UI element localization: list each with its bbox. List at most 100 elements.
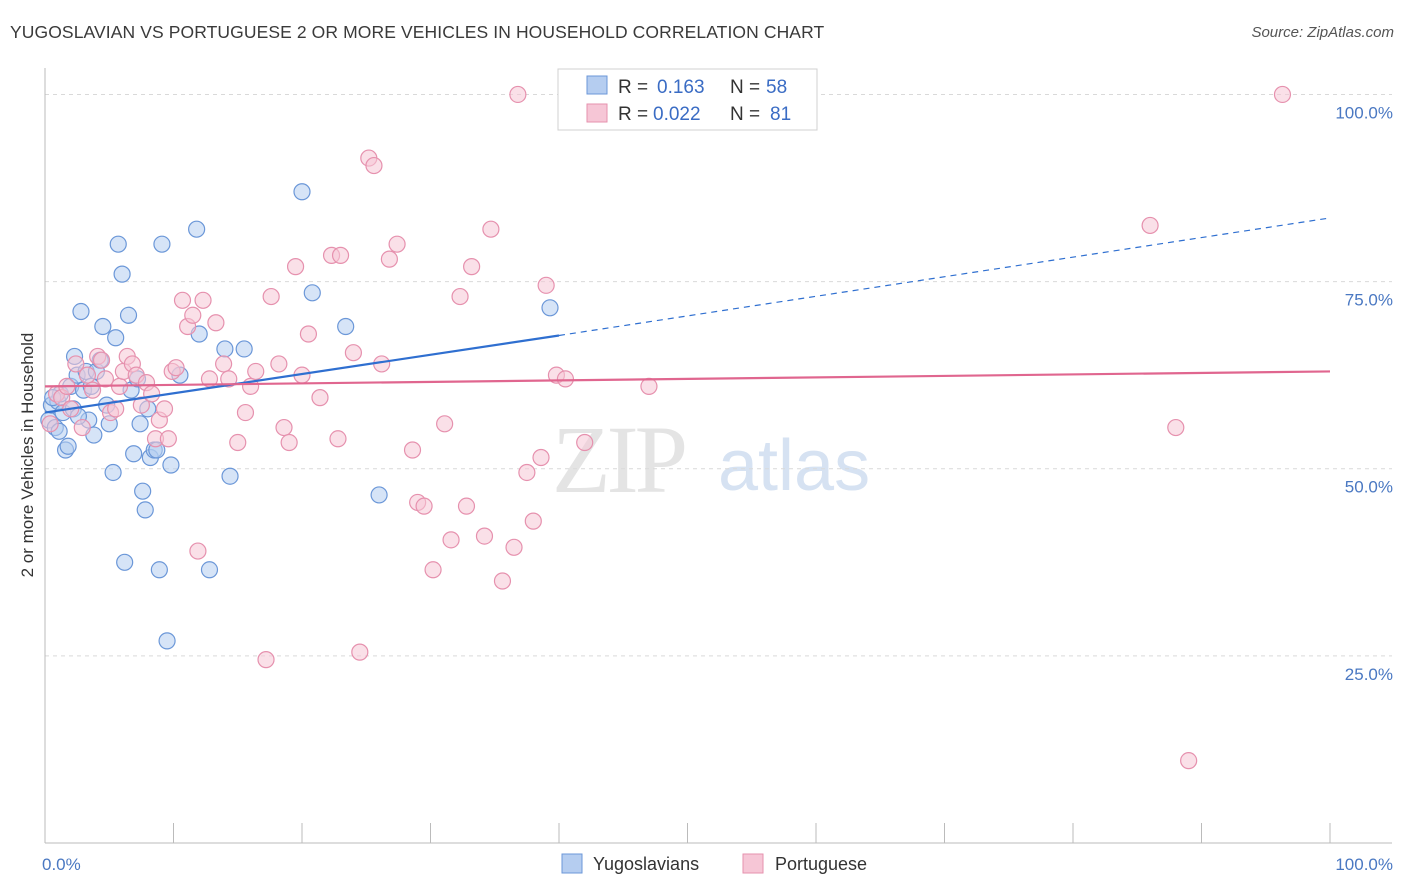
legend-r-label-2: R = xyxy=(618,104,648,125)
legend-r-label-1: R = xyxy=(618,77,648,98)
point-portuguese xyxy=(83,381,102,399)
point-yugoslavians xyxy=(188,220,206,238)
point-yugoslavians xyxy=(134,482,152,500)
bottom-legend-yugoslavians: Yugoslavians xyxy=(593,854,699,874)
legend-swatch-yugoslavians xyxy=(586,75,608,95)
point-portuguese xyxy=(67,355,85,373)
series-legend: Yugoslavians Portuguese xyxy=(561,853,867,874)
point-yugoslavians xyxy=(119,306,138,324)
point-yugoslavians xyxy=(94,317,112,336)
point-yugoslavians xyxy=(235,340,253,358)
point-portuguese xyxy=(403,441,422,459)
point-portuguese xyxy=(509,85,527,104)
point-portuguese xyxy=(207,314,225,332)
point-portuguese xyxy=(640,377,658,395)
point-portuguese xyxy=(167,359,185,377)
point-portuguese xyxy=(505,538,523,556)
point-portuguese xyxy=(365,156,383,175)
point-portuguese xyxy=(73,418,91,437)
point-portuguese xyxy=(463,258,481,276)
point-yugoslavians xyxy=(337,317,355,336)
point-yugoslavians xyxy=(109,235,127,253)
source-label: Source: ZipAtlas.com xyxy=(1251,24,1394,41)
point-portuguese xyxy=(220,370,238,388)
bottom-legend-swatch-portuguese xyxy=(742,853,764,874)
trend-line-portuguese xyxy=(44,370,1331,388)
point-portuguese xyxy=(173,291,192,309)
point-portuguese xyxy=(194,291,212,309)
point-yugoslavians xyxy=(303,284,321,302)
y-tick-label: 100.0% xyxy=(1335,103,1393,122)
point-portuguese xyxy=(96,370,114,388)
point-yugoslavians xyxy=(150,561,168,579)
point-portuguese xyxy=(247,362,265,381)
point-yugoslavians xyxy=(59,437,77,455)
y-tick-label: 50.0% xyxy=(1345,478,1393,497)
point-yugoslavians xyxy=(131,415,149,433)
point-yugoslavians xyxy=(370,486,388,504)
point-portuguese xyxy=(280,433,298,452)
axes: 25.0% 50.0% 75.0% 100.0% 0.0% 100.0% xyxy=(42,68,1393,874)
point-portuguese xyxy=(229,433,247,452)
point-portuguese xyxy=(41,415,59,433)
point-portuguese xyxy=(143,385,161,403)
point-portuguese xyxy=(189,542,207,560)
point-yugoslavians xyxy=(221,467,239,485)
point-portuguese xyxy=(424,561,442,579)
point-portuguese xyxy=(380,250,398,268)
point-yugoslavians xyxy=(116,553,134,571)
point-yugoslavians xyxy=(113,265,131,283)
point-portuguese xyxy=(270,355,288,373)
point-portuguese xyxy=(344,344,362,362)
y-tick-label: 25.0% xyxy=(1345,665,1393,684)
legend-n-label-1: N = xyxy=(730,77,760,98)
point-yugoslavians xyxy=(125,445,143,463)
point-portuguese xyxy=(388,235,406,253)
point-portuguese xyxy=(1141,216,1159,235)
watermark-atlas: atlas xyxy=(718,426,870,506)
point-yugoslavians xyxy=(541,299,559,317)
point-portuguese xyxy=(524,512,542,530)
x-tick-label: 100.0% xyxy=(1335,855,1393,874)
point-yugoslavians xyxy=(293,183,311,201)
point-portuguese xyxy=(159,430,177,448)
point-portuguese xyxy=(415,497,433,515)
point-portuguese xyxy=(457,497,476,515)
point-portuguese xyxy=(184,306,202,324)
point-yugoslavians xyxy=(153,235,171,253)
point-portuguese xyxy=(92,351,111,369)
point-portuguese xyxy=(556,370,575,388)
point-portuguese xyxy=(482,220,500,238)
bottom-legend-swatch-yugoslavians xyxy=(561,853,583,874)
legend-n-value-yugoslavians: 58 xyxy=(766,77,787,98)
trend-lines xyxy=(44,217,1331,414)
point-portuguese xyxy=(257,651,275,669)
point-portuguese xyxy=(493,572,512,590)
point-yugoslavians xyxy=(158,632,176,650)
trend-line-yugoslavians-extension xyxy=(558,217,1331,337)
point-yugoslavians xyxy=(136,501,154,519)
point-portuguese xyxy=(275,418,293,437)
chart-title: YUGOSLAVIAN VS PORTUGUESE 2 OR MORE VEHI… xyxy=(10,22,825,42)
point-portuguese xyxy=(107,400,125,418)
point-portuguese xyxy=(155,400,174,418)
point-portuguese xyxy=(475,527,494,545)
point-yugoslavians xyxy=(216,340,234,358)
point-portuguese xyxy=(78,366,97,384)
point-portuguese xyxy=(351,643,369,661)
point-portuguese xyxy=(442,531,460,549)
x-tick-label: 0.0% xyxy=(42,855,81,874)
point-portuguese xyxy=(262,287,280,306)
point-portuguese xyxy=(215,355,233,373)
legend-n-label-2: N = xyxy=(730,104,760,125)
point-portuguese xyxy=(236,403,255,422)
watermark-zip: ZIP xyxy=(552,406,685,513)
point-portuguese xyxy=(329,430,347,448)
legend-swatch-portuguese xyxy=(586,103,608,123)
legend-r-value-yugoslavians: 0.163 xyxy=(657,77,705,98)
point-yugoslavians xyxy=(72,302,90,321)
point-portuguese xyxy=(451,287,469,306)
point-portuguese xyxy=(331,246,350,264)
point-portuguese xyxy=(311,389,329,407)
point-portuguese xyxy=(518,463,536,482)
